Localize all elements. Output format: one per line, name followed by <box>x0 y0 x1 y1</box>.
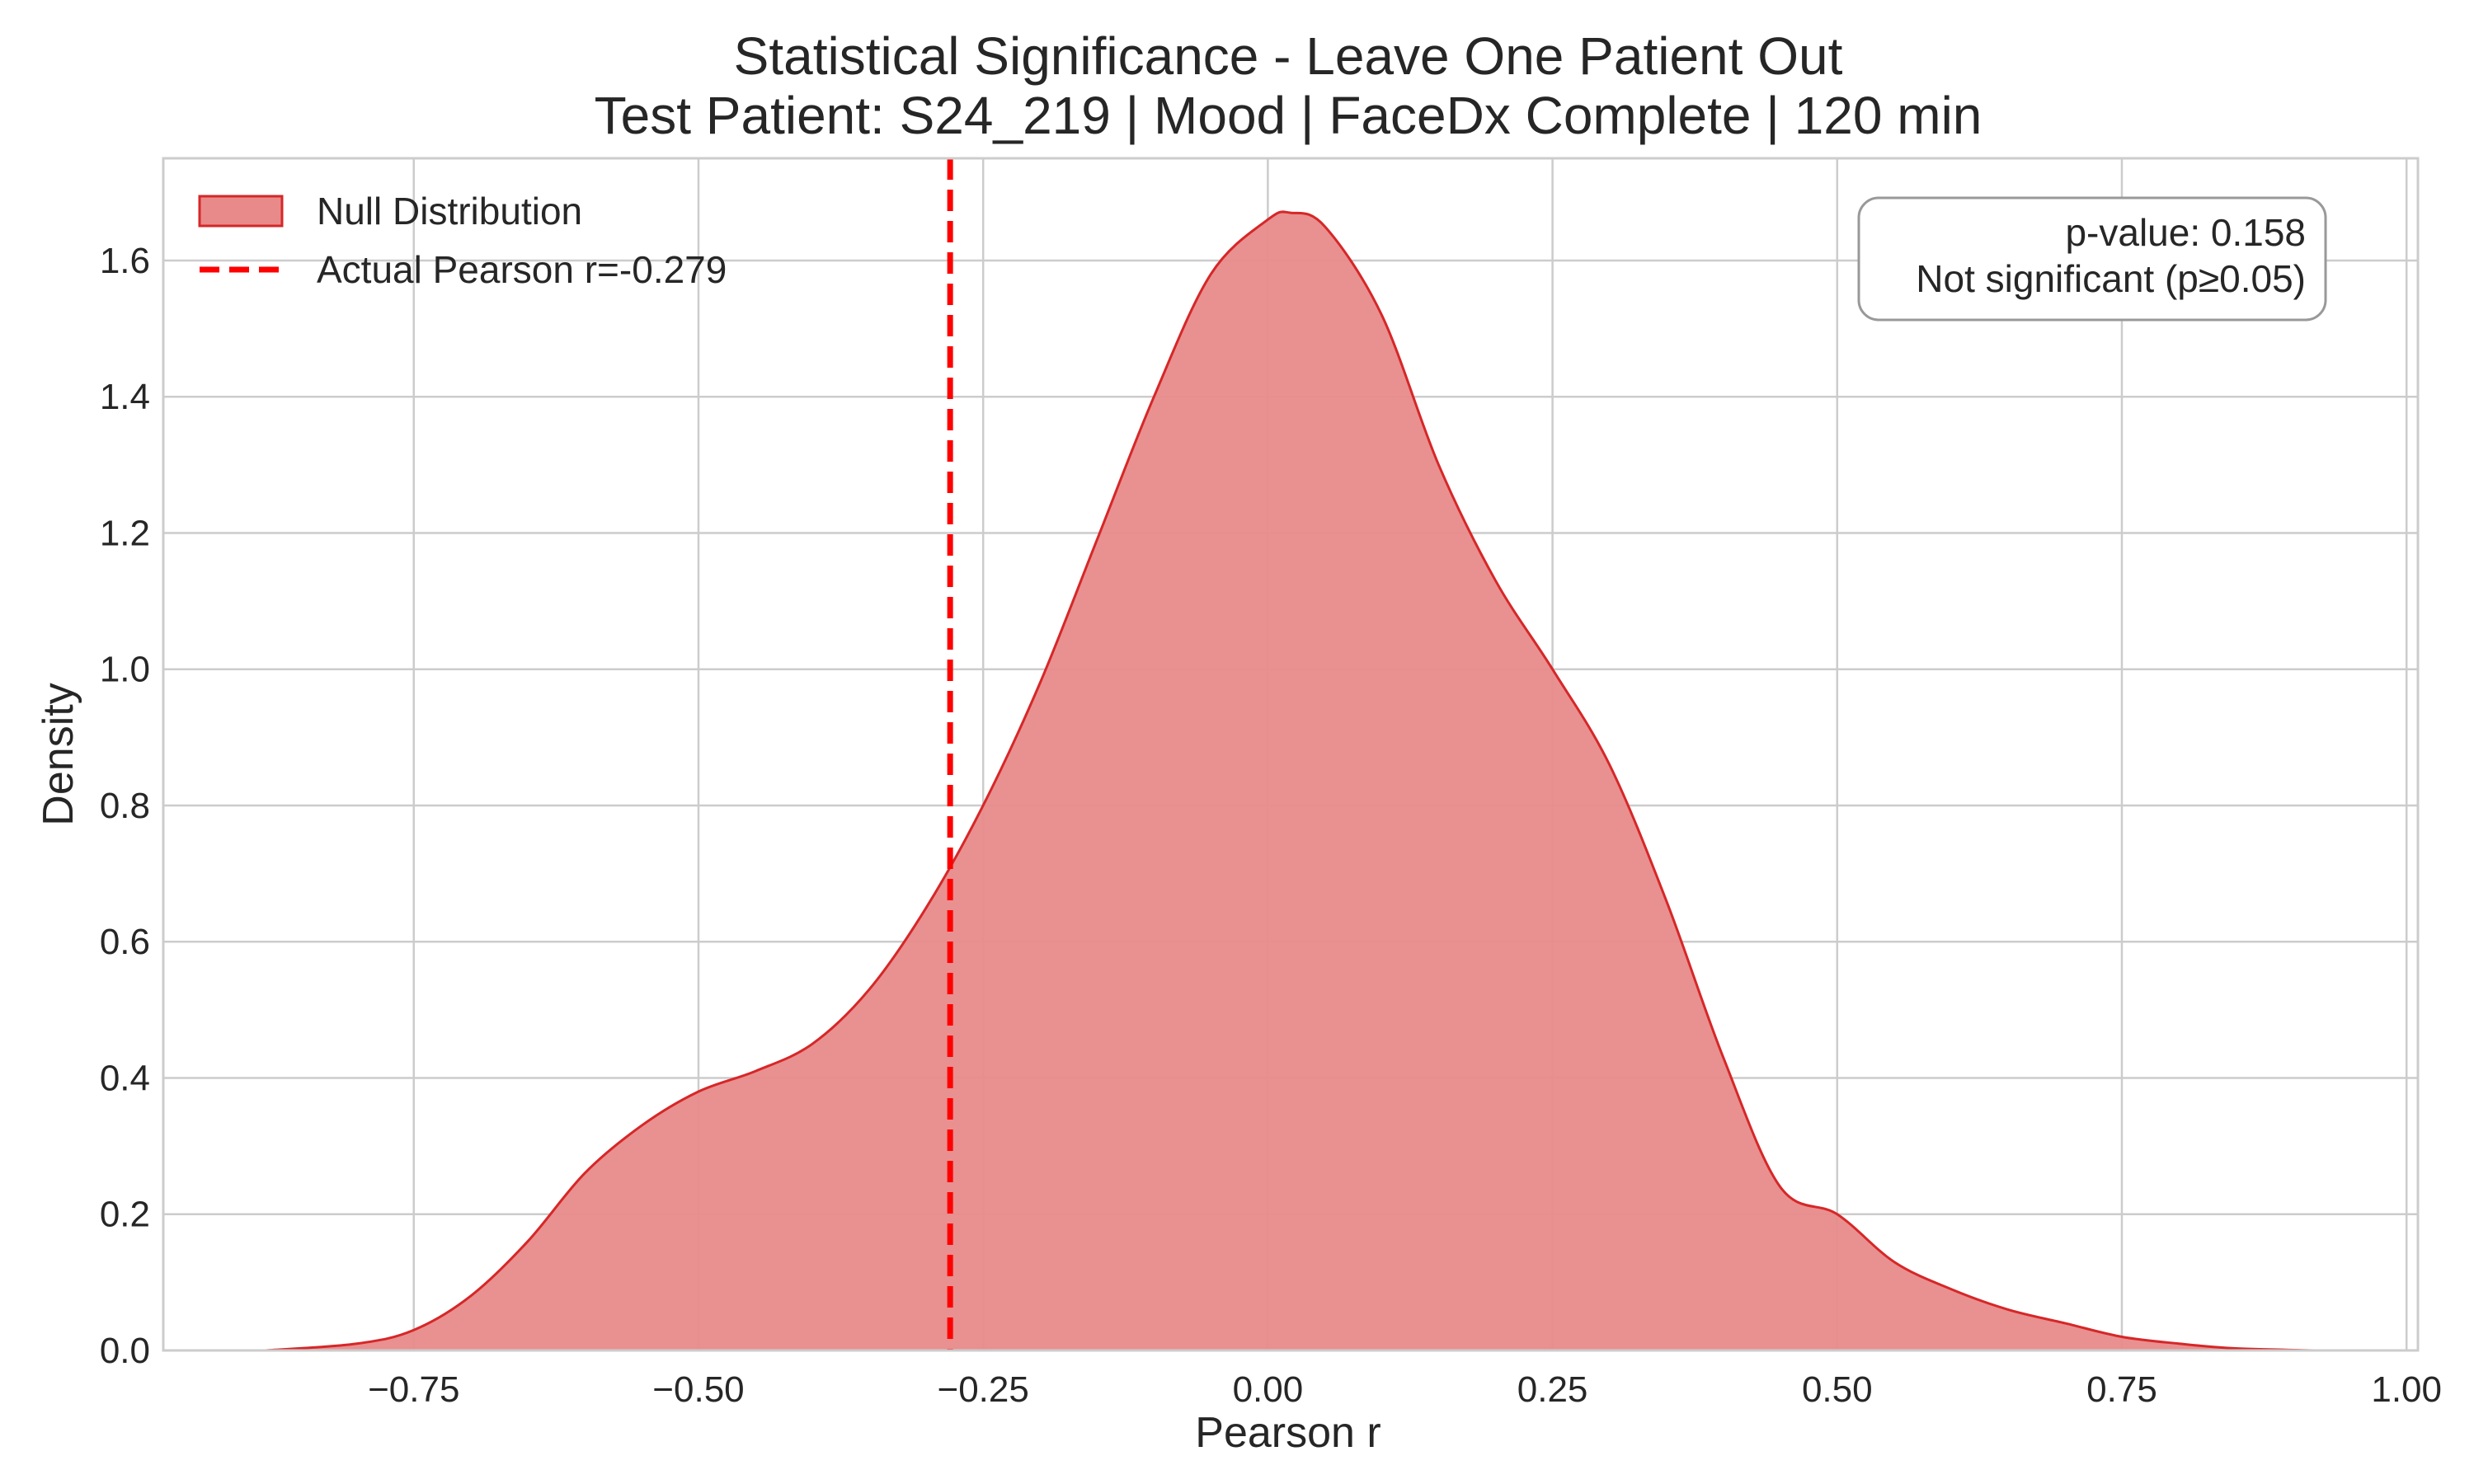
x-tick-label: 0.00 <box>1233 1369 1304 1410</box>
legend-label-actual-pearson: Actual Pearson r=-0.279 <box>317 248 727 291</box>
y-tick-labels: 0.0 0.2 0.4 0.6 0.8 1.0 1.2 1.4 1.6 <box>100 241 150 1371</box>
y-tick-label: 0.6 <box>100 922 150 962</box>
y-tick-label: 1.4 <box>100 377 150 417</box>
null-distribution-curve <box>266 210 2316 1352</box>
y-tick-label: 0.4 <box>100 1058 150 1098</box>
y-tick-label: 0.0 <box>100 1331 150 1371</box>
x-tick-labels: −0.75 −0.50 −0.25 0.00 0.25 0.50 0.75 1.00 <box>368 1369 2442 1410</box>
y-tick-label: 0.8 <box>100 786 150 826</box>
x-tick-label: −0.50 <box>652 1369 744 1410</box>
x-tick-label: −0.75 <box>368 1369 459 1410</box>
y-tick-label: 1.2 <box>100 513 150 553</box>
chart-title: Statistical Significance - Leave One Pat… <box>734 26 1843 86</box>
plot-frame <box>162 157 2420 1352</box>
annotation-box <box>1857 196 2327 322</box>
null-distribution-area <box>266 211 2316 1351</box>
x-tick-label: 0.75 <box>2086 1369 2157 1410</box>
y-tick-label: 1.0 <box>100 650 150 690</box>
y-tick-label: 0.2 <box>100 1195 150 1235</box>
chart-subtitle: Test Patient: S24_219 | Mood | FaceDx Co… <box>595 86 1982 145</box>
y-tick-label: 1.6 <box>100 241 150 281</box>
x-tick-label: 0.25 <box>1517 1369 1588 1410</box>
legend: Null Distribution Actual Pearson r=-0.27… <box>198 190 727 291</box>
annotation-significance: Not significant (p≥0.05) <box>1916 257 2306 300</box>
x-tick-label: 0.50 <box>1802 1369 1873 1410</box>
x-tick-label: −0.25 <box>938 1369 1029 1410</box>
area-layer <box>266 210 2316 1352</box>
annotation-p-value: p-value: 0.158 <box>2065 211 2306 254</box>
x-tick-label: 1.00 <box>2371 1369 2442 1410</box>
y-axis-label: Density <box>35 683 82 825</box>
legend-label-null-distribution: Null Distribution <box>317 190 582 232</box>
p-value-annotation: p-value: 0.158 Not significant (p≥0.05) <box>1857 196 2327 322</box>
legend-swatch-null-distribution <box>198 195 284 228</box>
x-axis-label: Pearson r <box>1195 1409 1380 1457</box>
